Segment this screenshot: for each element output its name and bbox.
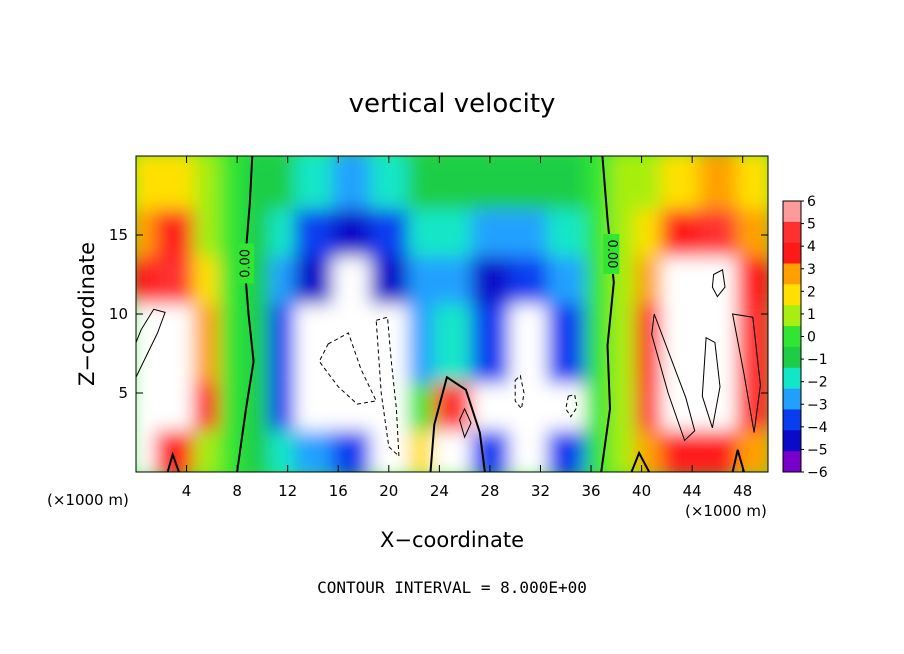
contour-lines: 0.00 0.00 (136, 156, 761, 472)
zero-contour (236, 156, 255, 472)
positive-contour (701, 336, 721, 428)
chart-title: vertical velocity (349, 89, 556, 119)
y-tick-label: 10 (109, 305, 128, 323)
negative-contour (318, 332, 377, 405)
colorbar-tick-label: 0 (807, 330, 816, 346)
x-tick-label: 8 (232, 482, 242, 500)
zero-contour (166, 451, 180, 472)
colorbar-swatch (783, 326, 801, 348)
colorbar-tick-label: −3 (807, 397, 828, 413)
contour-interval-note: CONTOUR INTERVAL = 8.000E+00 (317, 578, 587, 597)
contour-label-bg (603, 233, 620, 274)
colorbar-swatch (783, 451, 801, 473)
y-tick-label: 15 (109, 226, 128, 244)
contour-label-bg (237, 243, 254, 284)
colorbar-tick-label: −1 (807, 352, 828, 368)
colorbar-tick-label: 3 (807, 262, 816, 278)
x-tick-label: 32 (531, 482, 550, 500)
colorbar-tick-label: 5 (807, 217, 816, 233)
colorbar-swatch (783, 430, 801, 452)
x-tick-label: 20 (379, 482, 398, 500)
positive-contour (731, 313, 761, 433)
y-axis-ticks: 5 10 15 (109, 226, 768, 402)
positive-contour (711, 269, 726, 298)
positive-contour (651, 313, 696, 442)
zero-contour (630, 450, 651, 472)
colorbar-swatch (783, 388, 801, 410)
colorbar-tick-label: −5 (807, 442, 828, 458)
x-axis-label: X−coordinate (380, 528, 524, 552)
x-axis-ticks: 4 8 12 16 20 24 28 32 36 40 44 48 (182, 156, 752, 500)
field-cell (736, 156, 768, 210)
contour-label: 0.00 (237, 243, 254, 284)
colorbar: 6 5 4 3 2 1 0 −1 −2 −3 −4 −5 −6 (782, 194, 828, 481)
positive-contour (136, 308, 166, 378)
x-tick-label: 24 (430, 482, 449, 500)
colorbar-tick-label: 1 (807, 307, 816, 323)
negative-contour (375, 316, 400, 458)
contour-label: 0.00 (603, 233, 620, 274)
positive-contour (459, 407, 472, 439)
colorbar-swatch (783, 242, 801, 265)
x-tick-label: 12 (278, 482, 297, 500)
colorbar-swatch (783, 263, 801, 285)
colorbar-tick-label: −6 (807, 465, 828, 481)
velocity-field: 0.00 0.00 (136, 156, 768, 472)
contour-label-text: 0.00 (604, 239, 619, 268)
colorbar-tick-label: −4 (807, 420, 828, 436)
x-unit-right: (×1000 m) (685, 502, 767, 520)
zero-contour (731, 449, 745, 472)
x-unit-left: (×1000 m) (47, 491, 129, 509)
negative-contour (565, 393, 578, 418)
x-tick-label: 48 (733, 482, 752, 500)
x-tick-label: 16 (329, 482, 348, 500)
x-tick-label: 36 (581, 482, 600, 500)
colorbar-swatch (783, 367, 801, 390)
field-cells (136, 156, 768, 472)
colorbar-swatch (783, 284, 801, 306)
y-tick-label: 5 (118, 384, 128, 402)
x-tick-label: 4 (182, 482, 192, 500)
zero-contour (600, 156, 615, 472)
colorbar-swatch (783, 409, 801, 431)
colorbar-tick-label: 4 (807, 239, 816, 255)
colorbar-tick-label: 6 (807, 194, 816, 210)
x-tick-label: 40 (632, 482, 651, 500)
field-cell (736, 292, 768, 384)
zero-contour (429, 375, 486, 472)
x-tick-label: 28 (480, 482, 499, 500)
colorbar-swatch (783, 305, 801, 327)
colorbar-swatch (783, 346, 801, 369)
colorbar-tick-label: −2 (807, 375, 828, 391)
colorbar-swatch (783, 201, 801, 223)
contour-label-text: 0.00 (238, 249, 253, 278)
colorbar-tick-label: 2 (807, 284, 816, 300)
colorbar-swatch (783, 221, 801, 244)
x-tick-label: 44 (683, 482, 702, 500)
y-axis-label: Z−coordinate (75, 242, 99, 386)
